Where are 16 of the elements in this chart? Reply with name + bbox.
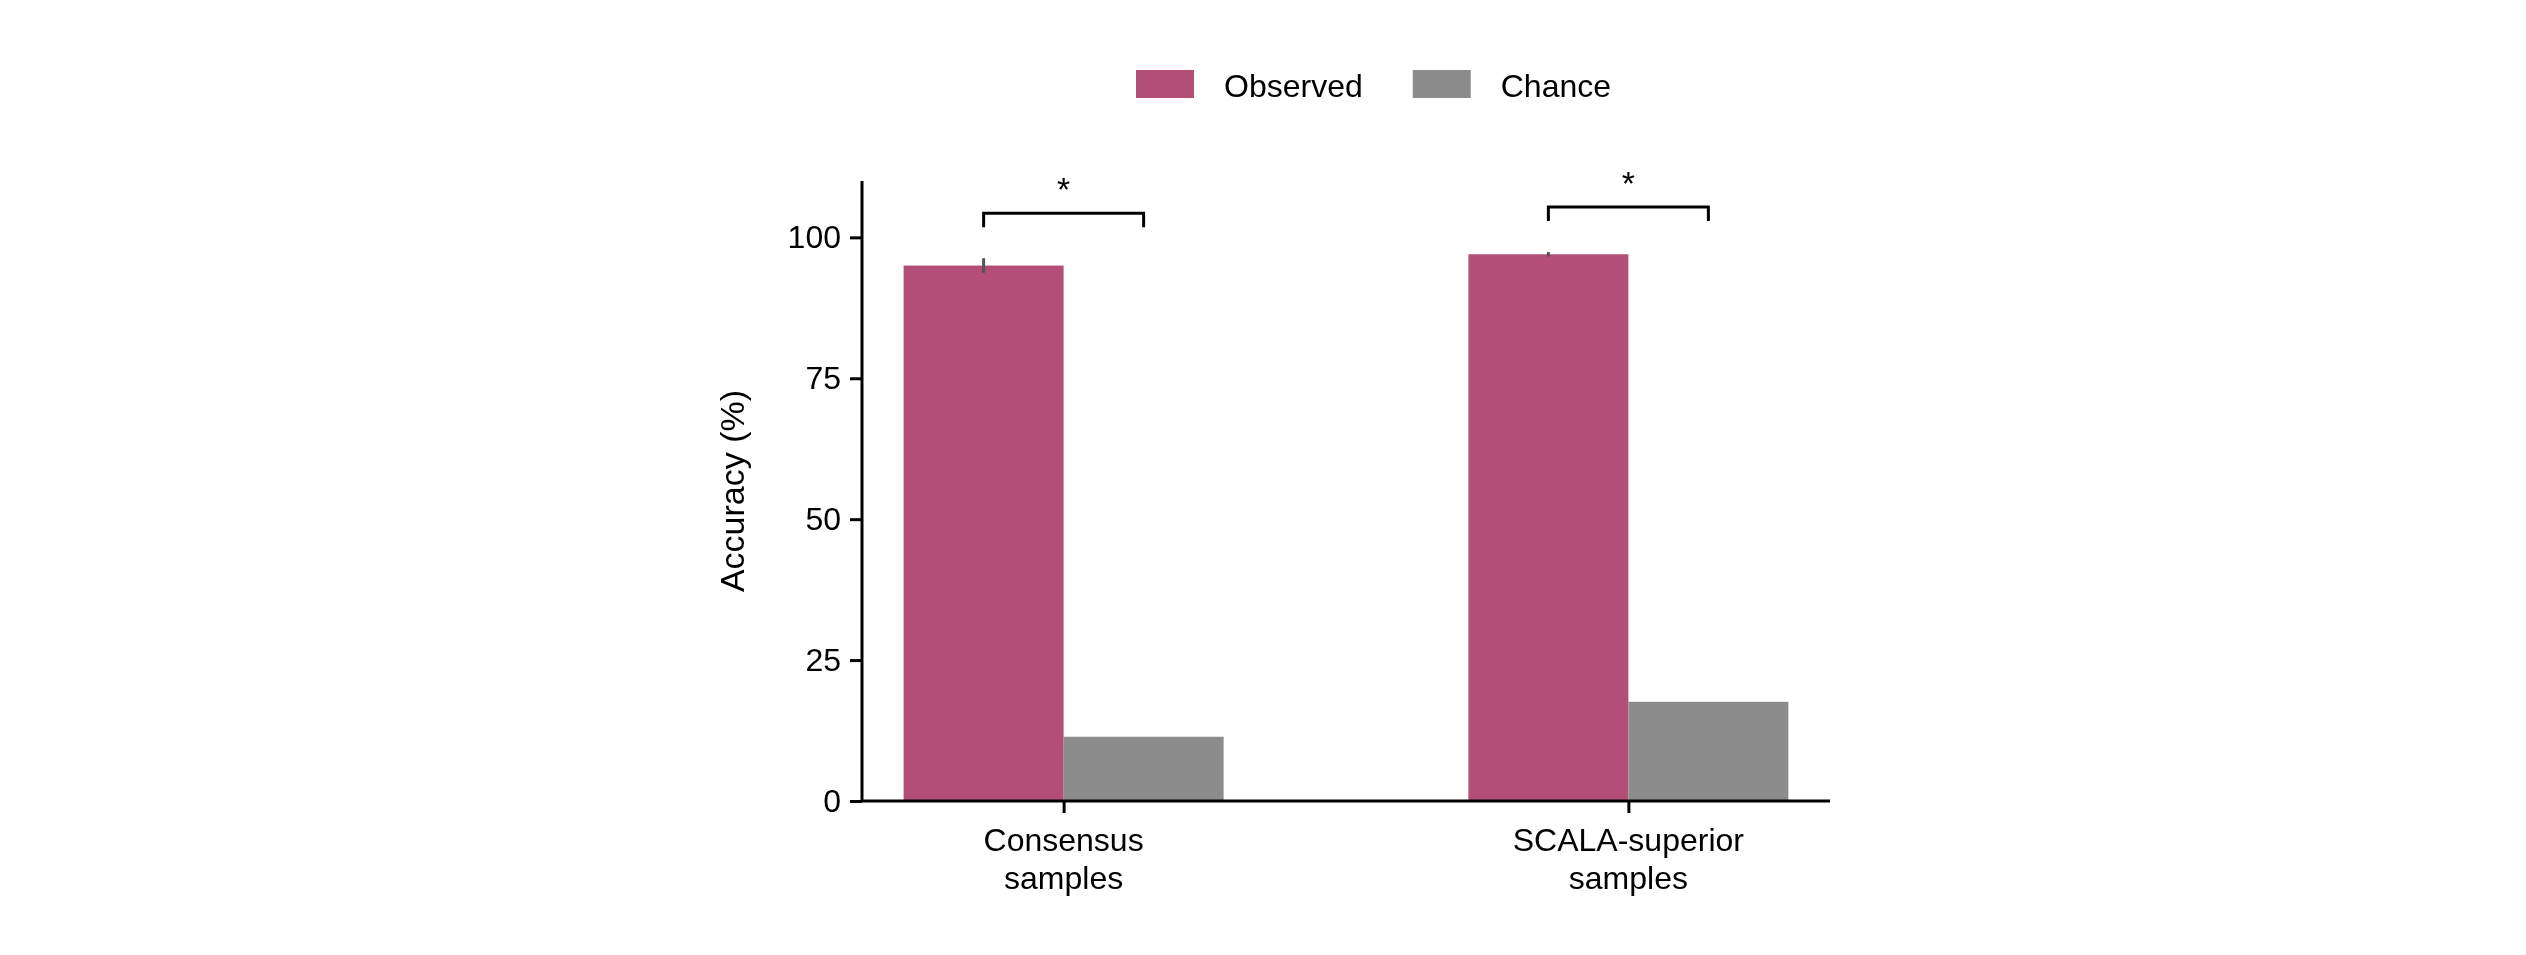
y-tick-label: 0 (823, 782, 841, 819)
x-tick-label: Consensus samples (983, 822, 1144, 896)
y-tick-label: 100 (787, 219, 841, 256)
annotation: * (1621, 164, 1635, 203)
y-tick-label: 25 (805, 641, 841, 678)
y-tick-label: 50 (805, 500, 841, 537)
y-tick-label: 75 (805, 360, 841, 397)
bar (1063, 736, 1224, 801)
x-tick-label: SCALA-superior samples (1512, 822, 1745, 896)
annotation: * (1057, 170, 1071, 209)
legend-label: Chance (1500, 68, 1612, 104)
y-axis-title: Accuracy (%) (713, 389, 751, 593)
legend-label: Observed (1224, 68, 1363, 104)
bar (903, 265, 1064, 801)
bar (1628, 701, 1789, 801)
bar (1468, 254, 1629, 801)
